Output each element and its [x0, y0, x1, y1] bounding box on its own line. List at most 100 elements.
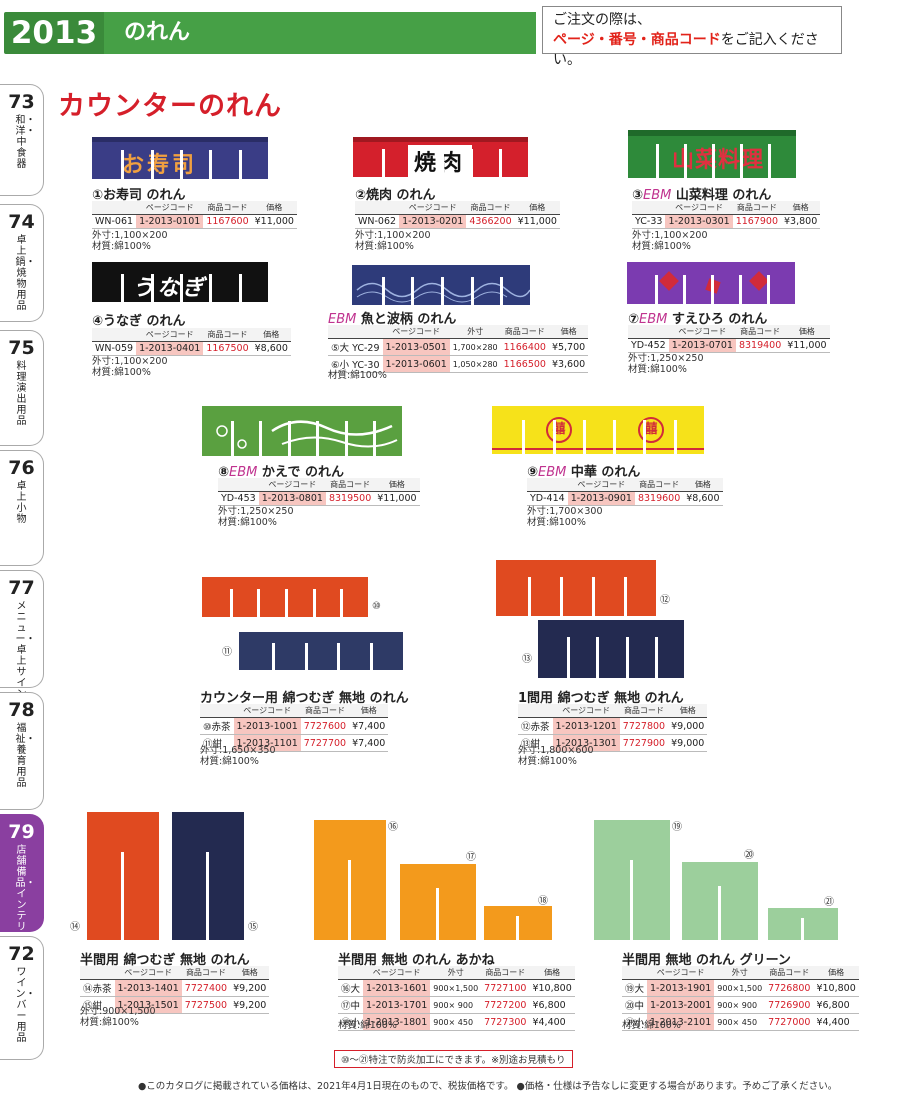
tab-72[interactable]: 72 ワイン・バー用品 [0, 936, 44, 1060]
cell-num: ⑱小 [338, 1013, 364, 1031]
cell-page-code: 1-2013-0901 [567, 491, 635, 506]
order-note-rest: をご記入ください。 [553, 32, 819, 68]
spec-table: ページコード 商品コード 価格 ⑫赤茶 1-2013-1201 7727800 ¥9,00… [518, 704, 708, 752]
tab-74[interactable]: 74 卓上鍋・焼物用品 [0, 204, 44, 322]
col-price: 価格 [683, 478, 723, 492]
tab-78[interactable]: 78 福祉・養育用品 [0, 692, 44, 810]
product-number: ① [92, 188, 104, 203]
noren-slit [711, 275, 714, 304]
table-row: ⑪紺 1-2013-1101 7727700 ¥7,400 [200, 734, 389, 752]
cell-num: ⑮紺 [80, 996, 115, 1014]
noren-green-large-image [594, 820, 670, 940]
col-page-code: ページコード [258, 478, 326, 492]
col-page-code: ページコード [665, 201, 733, 215]
ebm-brand: EBM [639, 312, 668, 327]
table-row: YD-414 1-2013-0901 8319600 ¥8,600 [527, 491, 723, 506]
noren-sushi-image: お寿司 [92, 137, 268, 179]
cell-page-code: 1-2013-1401 [114, 979, 182, 997]
product-dims: 外寸:1,250×250 材質:綿100% [218, 506, 294, 528]
noren-slit [151, 150, 154, 179]
cell-code: YD-414 [527, 491, 568, 506]
cell-price: ¥11,000 [514, 214, 560, 229]
category-title: のれん [104, 12, 536, 54]
noren-slit [180, 274, 183, 302]
noren-slit [656, 144, 659, 178]
col-size: 外寸 [430, 966, 482, 980]
table-row: ⑱小 1-2013-1801 900× 450 7727300 ¥4,400 [338, 1013, 575, 1031]
tab-number: 74 [8, 211, 35, 233]
tab-label: 卓上小物 [16, 481, 27, 525]
product-title: ⑦EBM すえひろ のれん [628, 308, 767, 327]
cell-page-code: 1-2013-1601 [363, 979, 431, 997]
noren-slit [305, 643, 308, 670]
tab-label: 福祉・養育用品 [15, 723, 36, 789]
col-price: 価格 [230, 966, 270, 980]
cell-price: ¥6,800 [529, 996, 575, 1014]
noren-slit [239, 150, 242, 179]
noren-slit [683, 275, 686, 304]
noren-kon-ikken-image [538, 620, 684, 678]
label-13: ⑬ [522, 654, 532, 665]
noren-slit [288, 421, 291, 456]
noren-slit [613, 420, 616, 454]
cell-page-code: 1-2013-1301 [552, 734, 620, 752]
col-price: 価格 [529, 966, 575, 980]
tab-73[interactable]: 73 和・洋・中食器 [0, 84, 44, 196]
cell-num: ⑥小 [331, 360, 350, 371]
col-price: 価格 [813, 966, 859, 980]
cell-code: YD-452 [628, 338, 669, 353]
label-21: ㉑ [824, 897, 834, 908]
tab-76[interactable]: 76 卓上小物 [0, 450, 44, 566]
noren-slit [209, 150, 212, 179]
page-header: 2013 のれん ご注文の際は、 ページ・番号・商品コードをご記入ください。 [0, 0, 900, 68]
noren-slit [382, 277, 385, 305]
noren-slit [553, 420, 556, 454]
noren-slit [768, 144, 771, 178]
table-row: WN-062 1-2013-0201 4366200 ¥11,000 [355, 214, 560, 229]
table-row: ⑲大 1-2013-1901 900×1,500 7726800 ¥10,800 [622, 979, 859, 997]
col-item-code: 商品コード [203, 201, 252, 215]
table-row: ⑩赤茶 1-2013-1001 7727600 ¥7,400 [200, 717, 389, 735]
material-text: 材質:綿100% [338, 1020, 397, 1031]
tab-75[interactable]: 75 料理演出用品 [0, 330, 44, 446]
col-page-code: ページコード [136, 328, 204, 342]
double-happiness-icon: 囍 [638, 417, 664, 443]
cell-page-code: 1-2013-2001 [647, 996, 715, 1014]
col-item-code: 商品コード [735, 325, 785, 339]
noren-slit [316, 421, 319, 456]
col-item-code: 商品コード [481, 966, 530, 980]
noren-slit [583, 420, 586, 454]
cell-page-code: 1-2013-0801 [258, 491, 326, 506]
cell-num: ⑭赤茶 [80, 979, 115, 997]
material-text: 材質:綿100% [328, 370, 387, 381]
size-text: 外寸:1,250×250 [218, 506, 294, 517]
cell-item-code: 8319500 [325, 491, 375, 506]
col-size: 外寸 [449, 325, 501, 339]
material-text: 材質:綿100% [200, 756, 259, 767]
size-text: 外寸:1,100×200 [92, 356, 168, 367]
cell-item-code: 7727300 [481, 1013, 530, 1031]
cell-page-code: 1-2013-1701 [363, 996, 431, 1014]
material-text: 材質:綿100% [355, 241, 414, 252]
cell-item-code: 7726800 [765, 979, 814, 997]
page-footer: ●このカタログに掲載されている価格は、2021年4月1日現在のもので、税抜価格で… [138, 1081, 838, 1092]
cell-size: 900×1,500 [714, 979, 766, 997]
cell-item-code: 1167600 [203, 214, 252, 229]
noren-slit [382, 149, 385, 177]
label-20: ⑳ [744, 850, 754, 861]
cell-num: ⑫赤茶 [518, 717, 553, 735]
page-number: 2013 [4, 12, 104, 54]
noren-green-medium-image [682, 862, 758, 940]
table-row: WN-059 1-2013-0401 1167500 ¥8,600 [92, 341, 291, 356]
col-page-code: ページコード [668, 325, 736, 339]
noren-sansai-image: 山菜料理 [628, 130, 796, 178]
cell-num: ⑤大 [331, 343, 350, 354]
label-15: ⑮ [248, 922, 258, 933]
product-dims: 外寸:1,700×300 材質:綿100% [527, 506, 603, 528]
size-text: 外寸:1,100×200 [355, 230, 431, 241]
col-item-code: 商品コード [300, 704, 350, 718]
tab-label: ワイン・バー用品 [15, 967, 36, 1044]
cell-price: ¥10,800 [813, 979, 859, 997]
